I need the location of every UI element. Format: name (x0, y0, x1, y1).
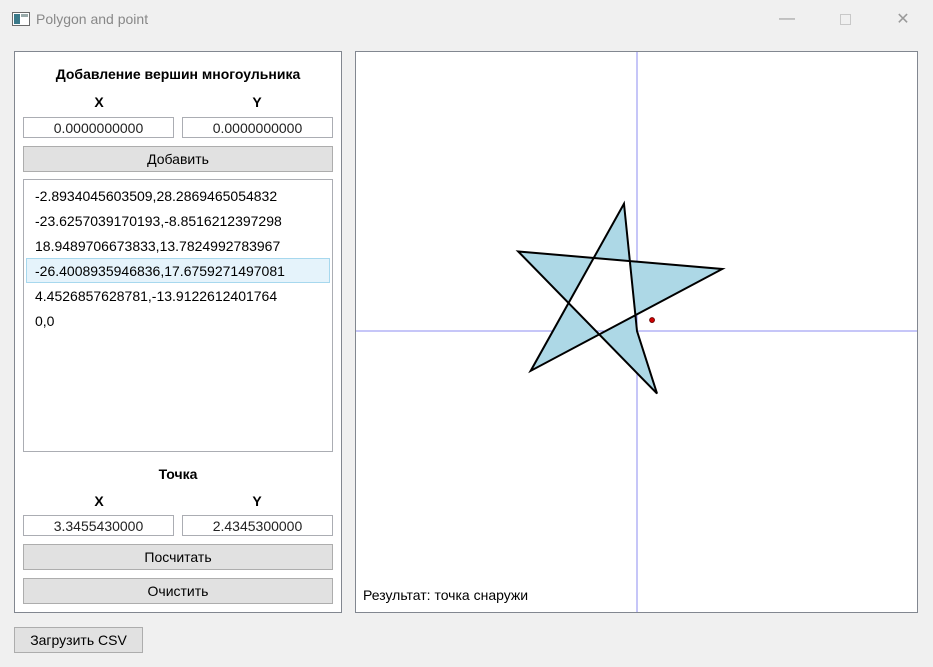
result-value: точка снаружи (434, 587, 529, 603)
vertex-list-item[interactable]: -26.4008935946836,17.6759271497081 (26, 258, 330, 283)
close-icon: ✕ (896, 11, 910, 28)
vertex-x-input[interactable] (23, 117, 174, 138)
vertices-section-title: Добавление вершин многоульника (55, 66, 301, 82)
point-y-label: Y (252, 493, 262, 509)
close-button[interactable]: ✕ (880, 4, 926, 34)
plot-canvas[interactable]: Результат: точка снаружи (355, 51, 918, 613)
test-point-marker (649, 317, 655, 323)
vertex-list-item[interactable]: 4.4526857628781,-13.9122612401764 (35, 288, 278, 304)
point-x-input[interactable] (23, 515, 174, 536)
load-csv-button[interactable]: Загрузить CSV (14, 627, 143, 653)
calculate-button[interactable]: Посчитать (23, 544, 333, 570)
minimize-button[interactable]: — (764, 4, 810, 34)
controls-panel: Добавление вершин многоульника X Y Добав… (14, 51, 342, 613)
window-title: Polygon and point (36, 11, 149, 27)
minimize-icon: — (779, 10, 795, 27)
app-icon (12, 12, 30, 26)
clear-button[interactable]: Очистить (23, 578, 333, 604)
vertex-y-label: Y (252, 94, 262, 110)
maximize-icon (839, 13, 851, 25)
vertex-listbox[interactable]: -2.8934045603509,28.2869465054832 -23.625… (23, 179, 333, 452)
vertex-list-item[interactable]: 18.9489706673833,13.7824992783967 (35, 238, 281, 254)
point-x-label: X (94, 493, 104, 509)
vertex-y-input[interactable] (182, 117, 333, 138)
vertex-x-label: X (94, 94, 104, 110)
point-section-title: Точка (158, 466, 198, 482)
result-text: Результат: точка снаружи (363, 587, 528, 603)
title-bar: Polygon and point — ✕ (0, 0, 933, 38)
point-y-input[interactable] (182, 515, 333, 536)
polygon-shape (515, 200, 726, 395)
vertex-list-item[interactable]: -2.8934045603509,28.2869465054832 (35, 188, 278, 204)
result-label: Результат: (363, 587, 431, 603)
add-vertex-button[interactable]: Добавить (23, 146, 333, 172)
maximize-button[interactable] (822, 4, 868, 34)
vertex-list-item[interactable]: -23.6257039170193,-8.8516212397298 (35, 213, 282, 229)
vertex-list-item[interactable]: 0,0 (35, 313, 55, 329)
plot-svg (356, 52, 917, 612)
